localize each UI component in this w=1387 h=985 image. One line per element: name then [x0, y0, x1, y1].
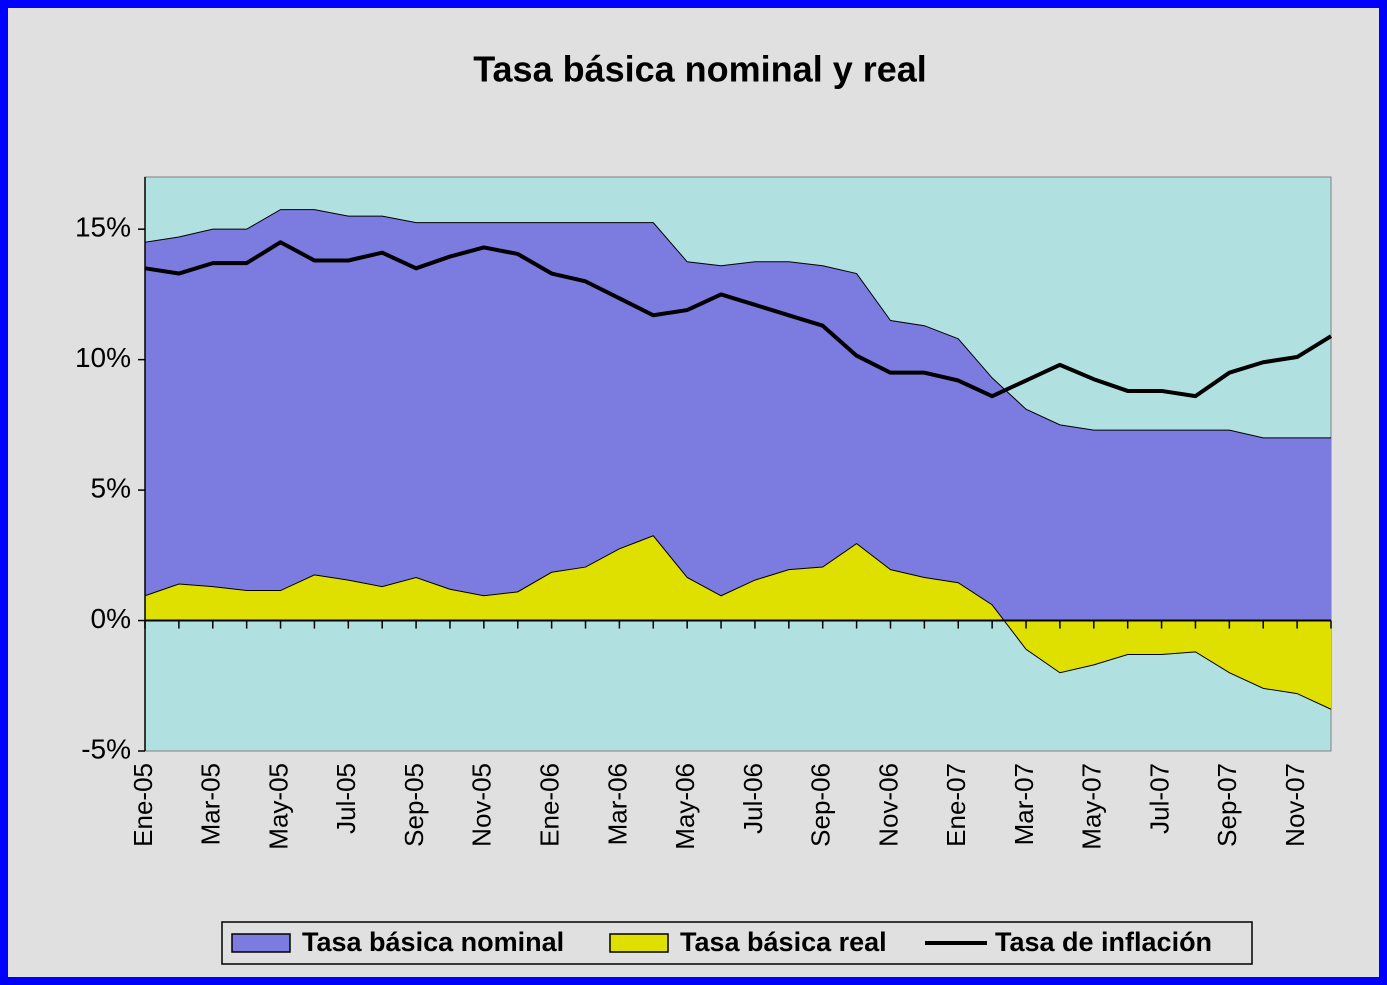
line	[144, 240, 1333, 399]
y-tick-label: 10%	[75, 342, 131, 373]
area-outline	[144, 535, 1332, 710]
x-tick-label: Ene-05	[128, 763, 158, 847]
x-tick-label: Sep-07	[1212, 763, 1242, 847]
x-tick-label: Nov-05	[467, 763, 497, 847]
y-tick-label: 5%	[91, 472, 131, 503]
x-tick-label: Jul-05	[331, 763, 361, 834]
x-tick-label: Sep-06	[806, 763, 836, 847]
x-tick-label: Jul-07	[1144, 763, 1174, 834]
area-outline	[144, 209, 1331, 439]
legend-label: Tasa básica real	[680, 927, 887, 957]
legend-swatch	[609, 933, 669, 953]
x-tick-label: Sep-05	[399, 763, 429, 847]
area	[145, 209, 1331, 621]
legend	[221, 921, 1253, 965]
x-tick-label: Mar-05	[196, 763, 226, 845]
x-tick-label: Nov-06	[873, 763, 903, 847]
x-tick-label: May-06	[670, 763, 700, 850]
legend-swatch	[231, 933, 291, 953]
y-tick-label: 15%	[75, 212, 131, 243]
x-tick-label: Ene-07	[941, 763, 971, 847]
legend-label: Tasa de inflación	[995, 927, 1212, 957]
x-tick-label: Mar-06	[602, 763, 632, 845]
y-tick-label: 0%	[91, 603, 131, 634]
legend-label: Tasa básica nominal	[302, 927, 564, 957]
chart-title: Tasa básica nominal y real	[473, 49, 927, 90]
x-tick-label: May-05	[263, 763, 293, 850]
y-tick-label: -5%	[81, 733, 131, 764]
x-tick-label: Nov-07	[1280, 763, 1310, 847]
x-tick-label: Ene-06	[535, 763, 565, 847]
x-tick-label: Mar-07	[1009, 763, 1039, 845]
x-tick-label: Jul-06	[738, 763, 768, 834]
x-tick-label: May-07	[1077, 763, 1107, 850]
